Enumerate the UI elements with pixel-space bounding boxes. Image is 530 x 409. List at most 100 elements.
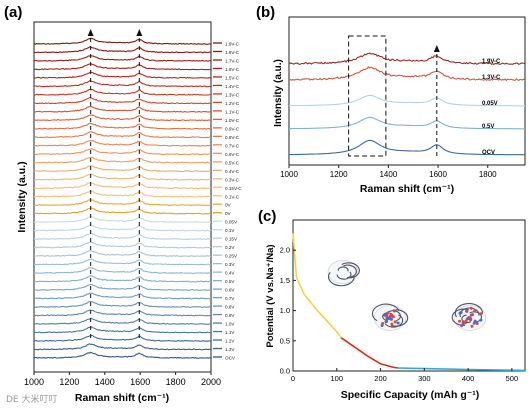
panel-a-legend-label: 1.1V-C (225, 109, 240, 114)
particle-illustration-filled (451, 303, 487, 331)
particle-illustration-intercalated (371, 303, 409, 331)
panel-a-series-line (34, 292, 212, 300)
graphene-layer (469, 311, 482, 323)
panel-b-peak-arrow (433, 45, 440, 52)
panel-b-highlight-box (348, 35, 387, 157)
sodium-ion-dot (388, 316, 392, 320)
sodium-ion-dot (469, 306, 473, 310)
panel-b-series-label: 1.9V-C (482, 59, 501, 65)
panel-b-xtick-label: 1000 (280, 170, 298, 179)
panel-a-legend-label: 0.1V-C (225, 194, 240, 199)
panel-a-legend-label: 0.3V-C (225, 177, 240, 182)
sodium-ion-dot (475, 322, 479, 325)
watermark: DE 大米叮叮 (6, 395, 58, 405)
panel-a-series-line (33, 224, 212, 232)
panel-a-series-line (33, 190, 212, 198)
panel-b-series-line (289, 116, 525, 130)
panel-c-xtick-label: 300 (418, 374, 431, 383)
panel-a-legend-label: 0V (225, 211, 232, 216)
panel-a-series-line (33, 343, 212, 351)
panel-a-series-line (33, 182, 212, 190)
panel-a-legend-label: 1.8V-C (225, 50, 240, 55)
graphene-layer (386, 310, 401, 322)
panel-c-frame (292, 219, 526, 372)
panel-a-legend-label: 0.3V (225, 262, 235, 267)
panel-a-peak-arrow (87, 29, 94, 36)
graphene-layer (341, 262, 360, 279)
sodium-ion-dot (390, 325, 394, 328)
panel-a-legend-label: 0.6V-C (225, 152, 240, 157)
panel-a-xtick-label: 1600 (130, 377, 150, 387)
panel-a-xtick-label: 1800 (166, 377, 186, 387)
sodium-ion-dot (473, 309, 477, 313)
panel-c-xlabel: Specific Capacity (mAh g⁻¹) (341, 389, 480, 401)
sodium-ion-dot (464, 319, 468, 323)
panel-c-xtick-label: 100 (331, 374, 344, 383)
panel-b-series-line (289, 139, 525, 156)
panel-b-letter: (b) (256, 4, 275, 21)
panel-a-legend-label: 0.8V (225, 305, 235, 310)
sodium-ion-dot (390, 313, 394, 317)
graphene-layer (454, 303, 483, 318)
sodium-ion-dot (381, 321, 385, 325)
sodium-ion-dot (469, 318, 473, 322)
sodium-ion-dot (459, 311, 463, 314)
panel-a-legend-label: 1.5V-C (225, 75, 240, 80)
panel-a-series-line (34, 241, 212, 249)
panel-a-legend-label: OCV (225, 356, 236, 361)
sodium-ion-dot (458, 319, 461, 323)
panel-c-xtick-label: 400 (462, 374, 475, 383)
panel-a-series-line (34, 317, 212, 325)
panel-a-legend-label: 0.15V-C (225, 186, 242, 191)
panel-a-series-line (33, 165, 212, 173)
panel-b-chart: 1.9V-C 1.3V-C 0.05V 0.5V OCV 1000 1200 1400 160… (273, 16, 526, 195)
sodium-ion-dot (390, 322, 394, 326)
graphene-layer (336, 271, 352, 280)
panel-b-xtick-label: 1800 (479, 170, 497, 179)
sodium-ion-dot (473, 319, 477, 323)
panel-c-curve-segment (340, 337, 399, 369)
panel-a-xlabel: Raman shift (cm⁻¹) (75, 392, 169, 404)
sodium-ion-dot (465, 309, 469, 313)
panel-a-series-line (34, 97, 212, 105)
sodium-ion-dot (386, 311, 390, 315)
panel-a-legend-label: 0.1V (225, 228, 235, 233)
panel-a-series-line (33, 199, 212, 207)
graphene-layer (337, 266, 349, 272)
sodium-ion-dot (470, 324, 474, 328)
panel-a-chart: 1.9V-C 1.8V-C 1.7V-C 1.6V-C 1.5V-C 1.4V-C 1.3V… (16, 21, 242, 404)
sodium-ion-dot (386, 317, 390, 321)
panel-b-series-label: 1.3V-C (482, 75, 501, 81)
panel-a-legend-label: 1.0V (225, 322, 235, 327)
panel-a-legend-label: 0.05V (225, 220, 238, 225)
panel-a-legend-label: 0.25V (225, 254, 238, 259)
panel-b-series-line (289, 94, 525, 107)
panel-a-series-line (33, 71, 212, 79)
panel-a-legend-label: 1.1V (225, 330, 235, 335)
panel-a-series-line (34, 122, 212, 130)
panel-a-series-line (33, 232, 212, 241)
panel-a-series-line (33, 326, 212, 334)
panel-a-legend-label: 1.6V-C (225, 67, 240, 72)
panel-c-xtick-label: 200 (374, 374, 387, 383)
panel-b-series-line (288, 52, 526, 66)
panel-a-legend-label: 0.4V-C (225, 169, 240, 174)
panel-a-legend-label: 1.2V-C (225, 101, 240, 106)
sodium-ion-dot (393, 320, 397, 324)
panel-b-xtick-label: 1400 (379, 170, 397, 179)
panel-a-legend-label: 0V (225, 203, 232, 208)
panel-a-legend-label: 0.9V-C (225, 126, 240, 131)
sodium-ion-dot (479, 312, 483, 316)
panel-a-series-line (33, 215, 211, 223)
panel-a-legend-label: 0.2V (225, 245, 235, 250)
panel-a-series-line (33, 267, 212, 275)
panel-a-legend-label: 0.9V (225, 313, 235, 318)
panel-a-series-line (33, 300, 212, 308)
panel-a-letter: (a) (4, 4, 22, 21)
panel-a-legend-label: 0.8V-C (225, 135, 240, 140)
panel-b-xtick-label: 1200 (330, 170, 348, 179)
panel-b-series-label: 0.5V (482, 124, 494, 130)
panel-a-legend-label: 1.3V (225, 347, 235, 352)
panel-c-letter: (c) (258, 208, 276, 225)
panel-a-legend-label: 1.7V-C (225, 58, 240, 63)
